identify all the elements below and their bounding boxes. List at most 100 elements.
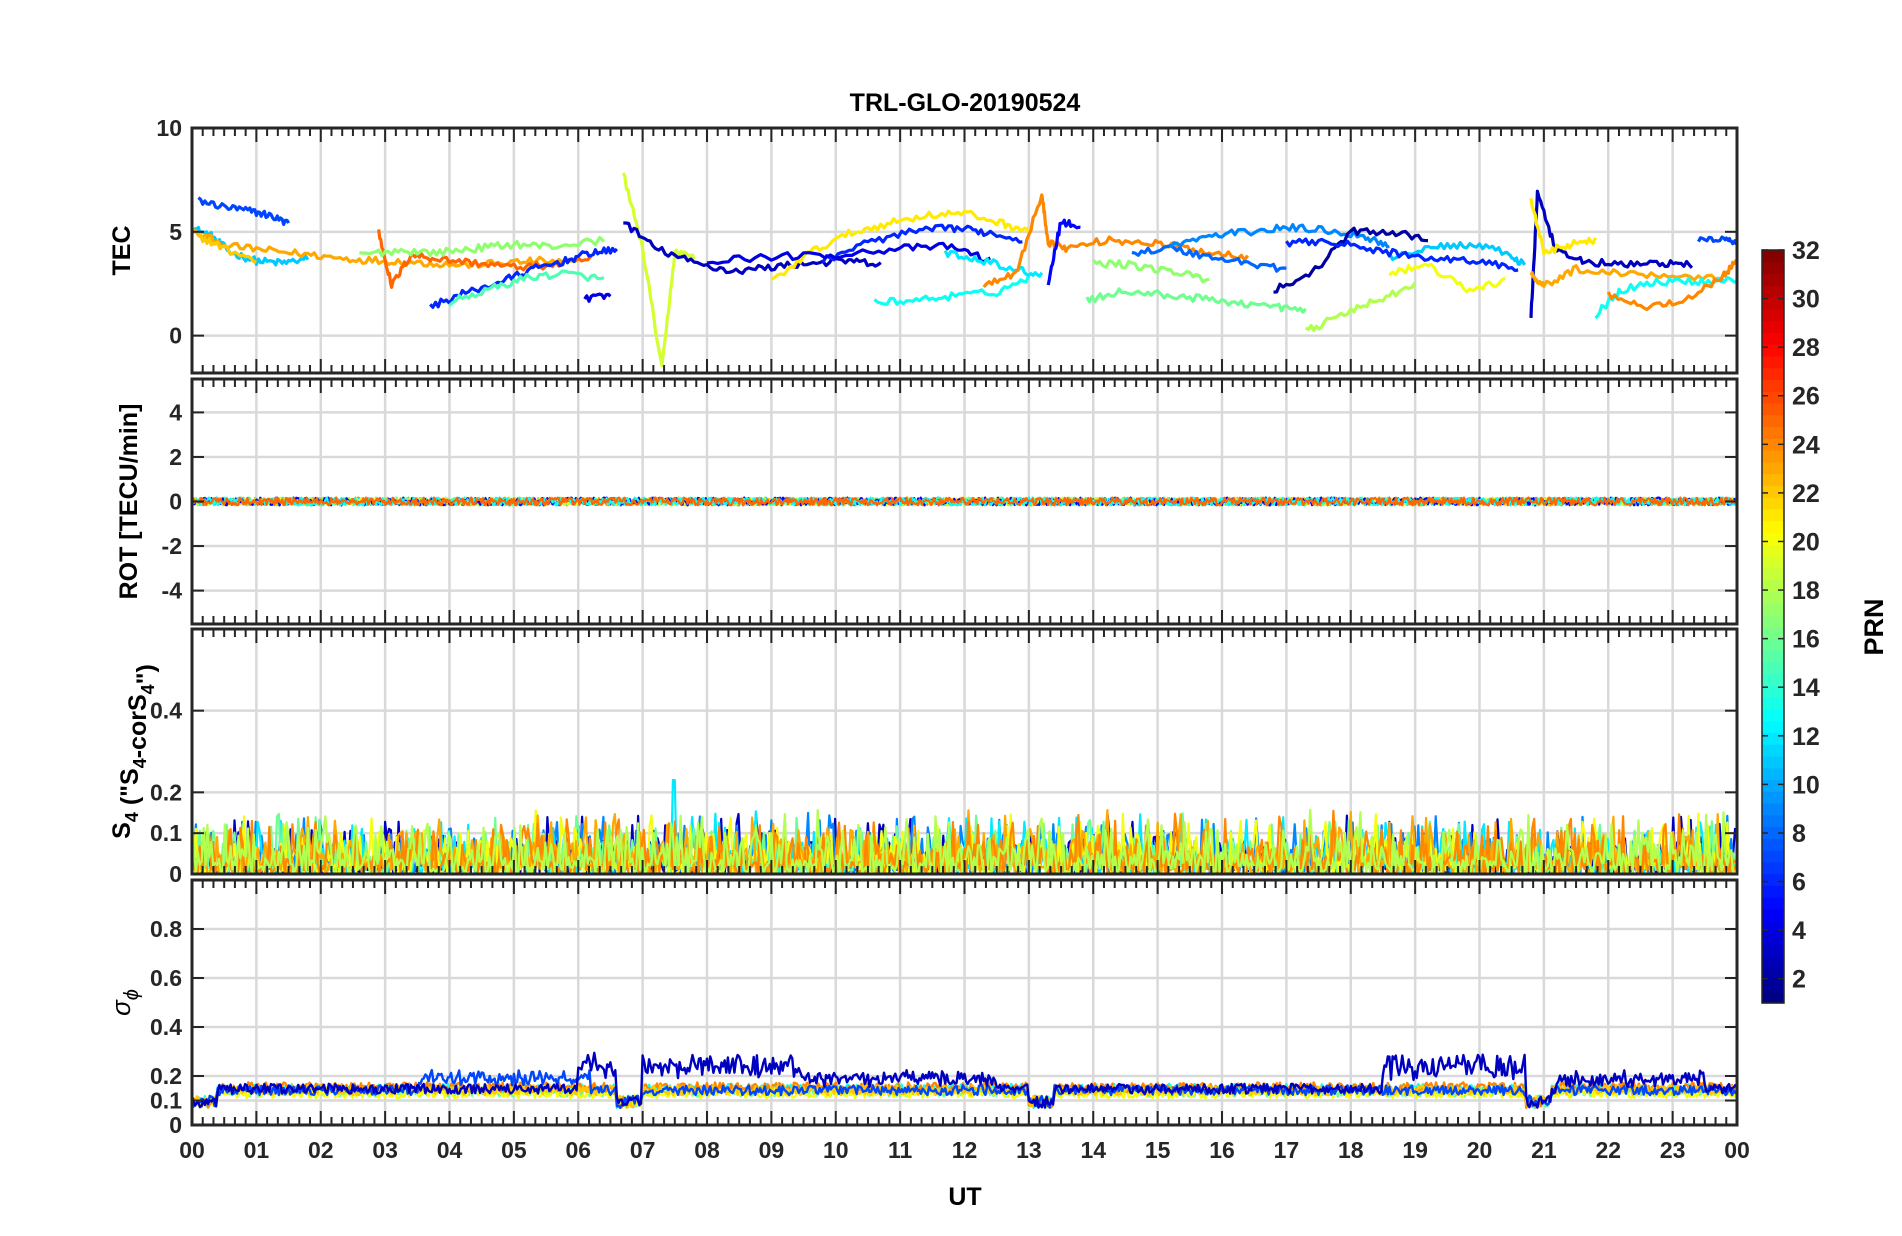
y-tick-label: 0.8 [150, 916, 182, 942]
colorbar-segment [1762, 897, 1784, 910]
colorbar-tick-label: 4 [1792, 917, 1806, 945]
tec-series-prn8 [1131, 244, 1287, 273]
tec-series-prn4 [706, 241, 992, 265]
colorbar-segment [1762, 438, 1784, 451]
y-tick-label: 4 [169, 399, 182, 425]
colorbar-segment [1762, 391, 1784, 404]
tec-series-prn16 [1085, 287, 1307, 314]
colorbar-segment [1762, 508, 1784, 522]
colorbar-tick-label: 16 [1792, 626, 1820, 654]
tec-series-prn19 [621, 172, 696, 368]
tec-series-prn17 [1092, 259, 1210, 284]
panel-rot: -4 -2 0 2 4 ROT [TECU/min] [115, 377, 1739, 626]
tec-series-prn22 [197, 233, 257, 264]
colorbar-segment [1762, 708, 1784, 722]
colorbar-segment [1762, 720, 1784, 733]
colorbar-segment [1762, 650, 1784, 663]
colorbar-segment [1762, 673, 1784, 686]
colorbar-segment [1762, 744, 1784, 757]
colorbar-segment [1762, 426, 1784, 439]
colorbar-segment [1762, 497, 1784, 510]
x-tick-label: 21 [1531, 1137, 1557, 1163]
tec-series-prn7 [197, 196, 290, 226]
y-tick-labels-rot: -4 -2 0 2 4 [162, 399, 183, 603]
colorbar-segment [1762, 614, 1784, 628]
colorbar-tick-label: 32 [1792, 237, 1820, 265]
x-tick-label: 09 [759, 1137, 785, 1163]
x-tick-label: 12 [952, 1137, 978, 1163]
colorbar-segment [1762, 861, 1784, 875]
colorbar-segment [1762, 414, 1784, 428]
chart-title: TRL-GLO-20190524 [850, 89, 1081, 117]
colorbar-segment [1762, 591, 1784, 604]
tec-series-prn13 [873, 274, 1031, 306]
tec-series-prn6 [1285, 237, 1519, 273]
x-tick-label: 06 [565, 1137, 591, 1163]
colorbar-segment [1762, 967, 1784, 981]
colorbar-segment [1762, 626, 1784, 639]
colorbar-label: PRN [1859, 598, 1889, 655]
colorbar-segment [1762, 379, 1784, 392]
colorbar-segment [1762, 367, 1784, 381]
colorbar-segment [1762, 920, 1784, 934]
colorbar-tick-label: 28 [1792, 334, 1820, 362]
tec-series-prn9 [1169, 223, 1390, 249]
x-tick-label: 08 [694, 1137, 720, 1163]
panel-tec: 0 5 10 TEC [108, 115, 1739, 375]
colorbar-segment [1762, 873, 1784, 886]
x-tick-label: 00 [1724, 1137, 1750, 1163]
colorbar-segment [1762, 273, 1784, 286]
y-axis-label-s4: S4 ("S4-corS4") [108, 664, 160, 839]
tec-series-prn3 [623, 221, 882, 275]
tec-series-prn12 [943, 249, 1044, 278]
x-tick-label: 19 [1402, 1137, 1428, 1163]
colorbar-segment [1762, 838, 1784, 851]
tec-series-prn4 [583, 292, 612, 303]
sigphi-series-prn3 [192, 1051, 1737, 1109]
colorbar-segment [1762, 732, 1784, 745]
x-tick-label: 02 [308, 1137, 334, 1163]
tec-series-prn17 [359, 236, 606, 258]
panel-sigphi: 00.10.2 0.4 0.6 0.8 σϕ [106, 878, 1739, 1138]
colorbar-tick-label: 20 [1792, 528, 1820, 556]
colorbar-segment [1762, 285, 1784, 298]
x-tick-label: 16 [1209, 1137, 1235, 1163]
y-tick-label: 0.4 [150, 1014, 182, 1040]
y-tick-label: 0.2 [150, 779, 182, 805]
colorbar-segment [1762, 402, 1784, 416]
x-tick-label: 18 [1338, 1137, 1364, 1163]
y-tick-label: 0.6 [150, 965, 182, 991]
x-tick-label: 13 [1016, 1137, 1042, 1163]
y-tick-label: 2 [169, 444, 182, 470]
y-tick-label: 0.1 [150, 1088, 182, 1114]
colorbar-tick-label: 14 [1792, 674, 1820, 702]
colorbar-segment [1762, 344, 1784, 357]
colorbar-segment [1762, 755, 1784, 769]
colorbar-segment [1762, 638, 1784, 651]
y-tick-label: 0 [169, 323, 182, 349]
y-tick-label: 0.1 [150, 820, 182, 846]
y-tick-labels-tec: 0 5 10 [156, 115, 182, 349]
y-tick-label: 10 [156, 115, 182, 141]
x-tick-label: 05 [501, 1137, 527, 1163]
rot-series-prn25 [192, 496, 1737, 507]
colorbar-tick-label: 30 [1792, 286, 1820, 314]
colorbar-segment [1762, 544, 1784, 557]
colorbar-segment [1762, 885, 1784, 898]
tec-series-prn7 [1696, 235, 1737, 246]
colorbar-segment [1762, 332, 1784, 345]
colorbar-tick-label: 2 [1792, 966, 1806, 994]
x-tick-label: 10 [823, 1137, 849, 1163]
colorbar-tick-label: 10 [1792, 771, 1820, 799]
tec-series-prn11 [1387, 240, 1526, 266]
y-tick-labels-s4: 0 0.1 0.2 0.4 [150, 698, 182, 887]
tec-series-prn3 [1529, 189, 1694, 318]
colorbar-tick-label: 18 [1792, 577, 1820, 605]
tec-series-prn5 [1046, 218, 1081, 286]
x-tick-label: 20 [1467, 1137, 1493, 1163]
colorbar-segment [1762, 661, 1784, 675]
y-tick-label: 0.2 [150, 1063, 182, 1089]
x-tick-label: 03 [372, 1137, 398, 1163]
